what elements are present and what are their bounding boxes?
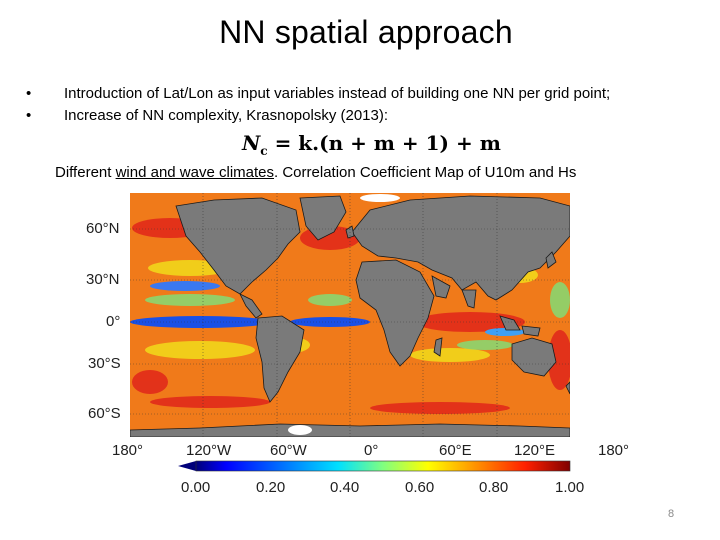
lat-label-30s: 30°S xyxy=(88,355,121,372)
lon-label-120e: 120°E xyxy=(514,442,556,459)
lon-label-60e: 60°E xyxy=(439,442,472,459)
caption-prefix: Different xyxy=(55,164,116,181)
lat-label-60n: 60°N xyxy=(86,220,120,237)
complexity-formula: Nc = k.(n + m + 1) + m xyxy=(242,131,501,158)
lat-label-eq: 0° xyxy=(106,313,121,330)
lon-label-0: 0° xyxy=(364,442,379,459)
bullet-item: • Introduction of Lat/Lon as input variab… xyxy=(26,83,610,105)
bullet-dot: • xyxy=(26,85,32,102)
bullet-dot: • xyxy=(26,107,32,124)
colorbar-label-5: 1.00 xyxy=(555,479,585,496)
slide-title: NN spatial approach xyxy=(219,14,513,50)
colorbar-label-4: 0.80 xyxy=(479,479,509,496)
bullet-list: • Introduction of Lat/Lon as input variab… xyxy=(26,83,610,127)
graticule xyxy=(130,193,570,437)
colorbar-label-2: 0.40 xyxy=(330,479,360,496)
colorbar-label-1: 0.20 xyxy=(256,479,286,496)
page-number: 8 xyxy=(668,508,675,520)
colorbar-gradient xyxy=(196,461,570,471)
green-regions xyxy=(145,282,570,350)
sea-ice xyxy=(288,194,400,435)
lon-label-120w: 120°W xyxy=(186,442,232,459)
colorbar-label-3: 0.60 xyxy=(405,479,435,496)
lat-label-60s: 60°S xyxy=(88,405,121,422)
bullet-text-1: Introduction of Lat/Lon as input variabl… xyxy=(64,85,611,102)
colorbar-label-0: 0.00 xyxy=(181,479,211,496)
lat-label-30n: 30°N xyxy=(86,271,120,288)
bullet-text-2: Increase of NN complexity, Krasnopolsky … xyxy=(64,107,389,124)
colorbar xyxy=(178,460,571,472)
formula-rhs: = k.(n + m + 1) + m xyxy=(274,131,501,155)
map-caption: Different wind and wave climates. Correl… xyxy=(55,164,576,181)
lon-label-180e: 180° xyxy=(598,442,630,459)
caption-underlined: wind and wave climates xyxy=(115,164,275,181)
colorbar-extend-arrow xyxy=(178,461,196,471)
bullet-item: • Increase of NN complexity, Krasnopolsky… xyxy=(26,105,610,127)
high-correlation-regions xyxy=(132,218,570,414)
formula-lhs: N xyxy=(242,131,261,155)
formula-lhs-sub: c xyxy=(260,144,268,158)
land-masses xyxy=(130,195,570,437)
caption-suffix: . Correlation Coefficient Map of U10m an… xyxy=(274,164,577,181)
lon-label-180w: 180° xyxy=(112,442,144,459)
lon-label-60w: 60°W xyxy=(270,442,307,459)
